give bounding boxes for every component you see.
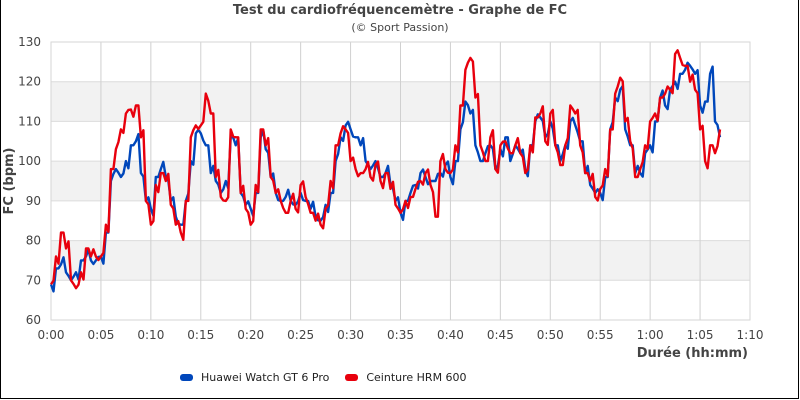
chart-subtitle: (© Sport Passion): [351, 21, 449, 34]
legend-swatch-icon: [180, 374, 193, 381]
x-tick-label: 0:55: [587, 328, 614, 342]
chart-title: Test du cardiofréquencemètre - Graphe de…: [232, 3, 568, 18]
x-tick-label: 0:35: [387, 328, 414, 342]
y-tick-label: 80: [26, 234, 41, 248]
x-tick-label: 1:05: [687, 328, 714, 342]
x-axis-ticks: 0:00 0:05 0:10 0:15 0:20 0:25 0:30 0:35 0:40 0:45…: [38, 328, 764, 342]
y-tick-label: 110: [18, 114, 41, 128]
x-tick-label: 0:40: [437, 328, 464, 342]
y-axis-label: FC (bpm): [2, 148, 17, 215]
x-tick-label: 1:10: [737, 328, 764, 342]
chart-legend: Huawei Watch GT 6 Pro Ceinture HRM 600: [180, 371, 483, 384]
y-tick-label: 90: [26, 194, 41, 208]
legend-item-hrm600[interactable]: Ceinture HRM 600: [345, 371, 467, 384]
plot-grid: [50, 41, 751, 321]
x-tick-label: 0:10: [137, 328, 164, 342]
data-series: [49, 49, 722, 293]
y-tick-label: 120: [18, 75, 41, 89]
x-tick-label: 1:00: [637, 328, 664, 342]
x-tick-label: 0:30: [337, 328, 364, 342]
x-axis-label: Durée (hh:mm): [637, 346, 748, 361]
y-tick-label: 60: [26, 313, 41, 327]
x-tick-label: 0:00: [38, 328, 65, 342]
legend-label: Ceinture HRM 600: [366, 371, 467, 384]
y-tick-label: 70: [26, 273, 41, 287]
legend-item-huawei[interactable]: Huawei Watch GT 6 Pro: [180, 371, 329, 384]
legend-swatch-icon: [345, 374, 359, 381]
x-tick-label: 0:15: [187, 328, 214, 342]
legend-label: Huawei Watch GT 6 Pro: [201, 371, 330, 384]
x-tick-label: 0:50: [537, 328, 564, 342]
x-tick-label: 0:45: [487, 328, 514, 342]
x-tick-label: 0:05: [87, 328, 114, 342]
y-tick-label: 100: [18, 154, 41, 168]
y-tick-label: 130: [18, 35, 41, 49]
x-tick-label: 0:25: [287, 328, 314, 342]
y-axis-ticks: 60 70 80 90 100 110 120 130: [18, 35, 41, 327]
series-line-1: [50, 49, 722, 290]
x-tick-label: 0:20: [237, 328, 264, 342]
